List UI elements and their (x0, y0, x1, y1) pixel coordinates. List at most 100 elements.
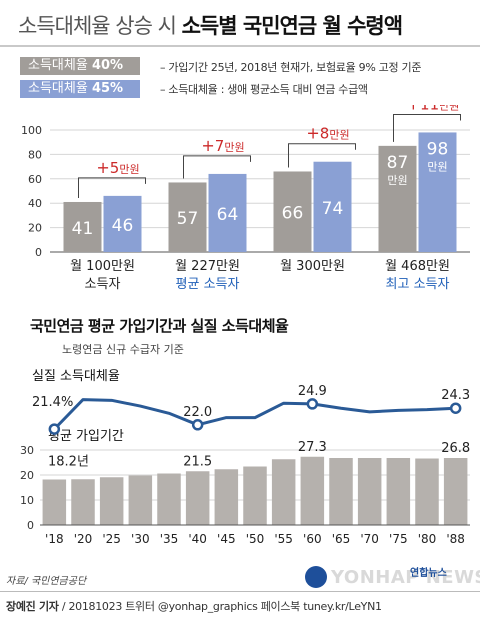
footer-credit: 장예진 기자 / 20181023 트위터 @yonhap_graphics 페… (6, 598, 382, 614)
x-tick-label: '20 (74, 532, 93, 546)
difference-bracket (288, 143, 356, 168)
bar (271, 459, 296, 525)
legend-item-40: 소득대체율 40% (20, 57, 140, 75)
bar (208, 173, 247, 252)
difference-label: +11만원 (407, 105, 460, 113)
category-sublabel: 소득자 (85, 277, 121, 292)
difference-number: 8 (320, 125, 330, 143)
bar-unit-label: 만원 (387, 174, 407, 187)
x-tick-label: '80 (418, 532, 437, 546)
bar (128, 475, 153, 525)
category-label: 월 468만원 (385, 259, 450, 274)
footer-divider (0, 591, 480, 592)
bar-value-label: 18.2년 (48, 455, 89, 470)
line-marker (449, 402, 462, 414)
difference-label: +8만원 (306, 124, 349, 143)
line-value-label: 24.9 (298, 384, 327, 399)
difference-label: +7만원 (201, 136, 244, 155)
bar (378, 145, 417, 252)
difference-bracket (183, 155, 251, 179)
section-subtitle: 노령연금 신규 수급자 기준 (62, 343, 184, 356)
x-tick-label: '60 (303, 532, 322, 546)
y-tick-label: 20 (20, 469, 34, 482)
series-label: 평균 가입기간 (48, 429, 124, 444)
x-tick-label: '40 (188, 532, 207, 546)
title-light: 소득대체율 상승 시 (18, 14, 177, 38)
bar (71, 479, 95, 525)
note-definition: – 소득대체율 : 생애 평균소득 대비 연금 수급액 (160, 83, 368, 96)
bar-value-label: 98 (427, 139, 449, 159)
bar-value-label: 57 (177, 209, 199, 229)
y-tick-label: 40 (28, 197, 42, 210)
bar (357, 458, 382, 525)
x-tick-label: '35 (160, 532, 179, 546)
category-sublabel: 평균 소득자 (176, 277, 240, 292)
x-tick-label: '30 (131, 532, 150, 546)
line-value-label: 21.4% (32, 395, 73, 410)
bar (273, 171, 312, 252)
difference-unit: 만원 (439, 105, 459, 112)
difference-sign: + (96, 158, 109, 177)
difference-label: +5만원 (96, 158, 139, 177)
difference-unit: 만원 (329, 129, 349, 142)
series-label: 실질 소득대체율 (32, 369, 120, 384)
y-tick-label: 100 (21, 124, 42, 137)
x-tick-label: '45 (217, 532, 236, 546)
line-value-label: 22.0 (183, 405, 212, 420)
legend-value: 40% (91, 58, 124, 73)
y-tick-label: 30 (20, 444, 34, 457)
difference-number: 7 (215, 137, 225, 155)
subscription-period-chart: 0 10 20 30 '18 '20 '25 '30 '35 '40 '45 '50 '55 '60 '65… (20, 369, 470, 546)
bar (300, 456, 325, 525)
bar (214, 469, 239, 525)
x-tick-label: '88 (446, 532, 465, 546)
bar (418, 132, 457, 252)
x-tick-label: '18 (45, 532, 64, 546)
bar (415, 458, 439, 525)
x-tick-label: '70 (360, 532, 379, 546)
difference-unit: 만원 (224, 141, 244, 154)
category-label: 월 100만원 (70, 259, 135, 274)
legend-label: 소득대체율 (28, 81, 88, 96)
difference-sign: + (201, 136, 214, 155)
legend-label: 소득대체율 (28, 58, 88, 73)
bar-value-label: 64 (217, 205, 239, 225)
title-divider (0, 45, 480, 47)
bar-value-label: 26.8 (441, 441, 470, 456)
note-conditions: – 가입기간 25년, 2018년 현재가, 보험료율 9% 고정 기준 (160, 61, 422, 74)
difference-number: 5 (110, 159, 120, 177)
bar (443, 458, 468, 525)
difference-bracket (393, 113, 461, 142)
yonhap-logo: YONHAP NEWS 연합뉴스 (305, 566, 480, 588)
line-marker (306, 398, 319, 410)
y-tick-label: 60 (28, 173, 42, 186)
x-tick-label: '50 (246, 532, 265, 546)
logo-brand: 연합뉴스 (410, 568, 447, 579)
difference-number: 11 (420, 105, 439, 113)
difference-sign: + (407, 105, 420, 113)
bar-value-label: 66 (282, 204, 304, 224)
line-marker (48, 423, 61, 435)
bar-value-label: 46 (112, 216, 134, 236)
bar-value-label: 74 (322, 199, 344, 219)
difference-sign: + (306, 124, 319, 143)
bar (42, 479, 67, 525)
bar-value-label: 27.3 (298, 440, 327, 455)
footer-text: / 20181023 트위터 @yonhap_graphics 페이스북 tun… (58, 600, 382, 613)
yonhap-emblem-icon (305, 566, 327, 588)
bar-value-label: 21.5 (183, 454, 212, 469)
y-tick-label: 10 (20, 494, 34, 507)
bar (243, 466, 267, 525)
category-sublabel: 최고 소득자 (386, 277, 450, 292)
y-tick-label: 0 (27, 519, 34, 532)
y-tick-label: 0 (35, 246, 42, 259)
line-value-label: 24.3 (441, 388, 470, 403)
line-marker (191, 419, 204, 431)
x-tick-label: '65 (332, 532, 351, 546)
y-tick-label: 20 (28, 222, 42, 235)
page-title: 소득대체율 상승 시 소득별 국민연금 월 수령액 (18, 10, 403, 40)
legend-value: 45% (91, 81, 124, 96)
bar-value-label: 87 (387, 153, 409, 173)
